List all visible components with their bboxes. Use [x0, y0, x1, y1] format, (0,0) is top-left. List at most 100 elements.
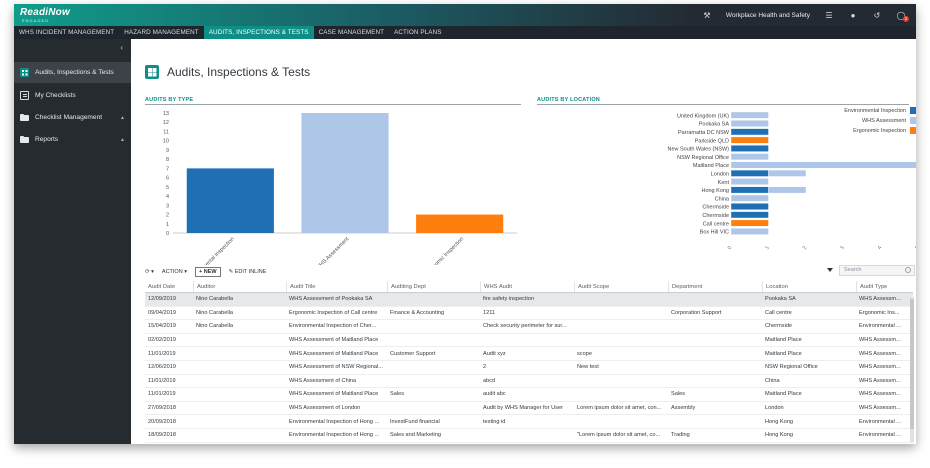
- table-cell: Environmental Inspection of Cher...: [289, 323, 377, 330]
- user-icon[interactable]: ●: [850, 10, 856, 20]
- table-row[interactable]: 12/06/2019 WHS Assessment of NSW Regional…: [145, 361, 913, 375]
- edit-inline-button[interactable]: ✎ EDIT INLINE: [229, 269, 267, 275]
- legend-swatch: [910, 107, 916, 114]
- table-row[interactable]: 27/09/2018 WHS Assessment of London Audit …: [145, 402, 913, 416]
- bar-1: [301, 113, 389, 233]
- menu-icon[interactable]: ☰: [825, 10, 833, 20]
- table-cell: Pookaka SA: [765, 296, 796, 303]
- search-icon: [905, 267, 911, 273]
- bar-segment: [768, 186, 807, 194]
- column-header[interactable]: Audit Type: [856, 281, 913, 292]
- wrench-icon[interactable]: ⚒: [703, 10, 711, 20]
- table-cell: 11/01/2019: [148, 377, 176, 384]
- table-cell: Chermside: [765, 323, 793, 330]
- bar-segment: [730, 194, 769, 202]
- category-label: China: [715, 196, 730, 202]
- page-header: Audits, Inspections & Tests: [145, 65, 310, 79]
- table-row[interactable]: 11/01/2019 WHS Assessment of Maitland Pla…: [145, 388, 913, 402]
- table-cell: WHS Assessm...: [859, 337, 901, 344]
- menu-audits-inspections-tests[interactable]: AUDITS, INSPECTIONS & TESTS: [203, 26, 314, 39]
- table-cell: [193, 361, 286, 374]
- table-cell: WHS Assessment of China: [289, 377, 357, 384]
- column-header[interactable]: Location: [762, 281, 856, 292]
- top-bar: ReadiNow ENGAGED ⚒ Workplace Health and …: [14, 4, 916, 26]
- x-tick-label: 5: [914, 245, 916, 251]
- table-cell: [668, 415, 762, 428]
- new-button[interactable]: + NEW: [194, 266, 221, 277]
- table-cell: Nino Carabella: [196, 296, 234, 303]
- table-cell: Maitland Place: [765, 350, 802, 357]
- table-cell: [668, 320, 762, 333]
- menu-case-management[interactable]: CASE MANAGEMENT: [318, 29, 385, 36]
- list-icon: [20, 91, 29, 100]
- table-cell: WHS Assessm...: [859, 377, 901, 384]
- table-row[interactable]: 20/09/2018 Environmental Inspection of Ho…: [145, 415, 913, 429]
- action-label: ACTION: [161, 268, 183, 275]
- sidebar-item-my-checklists[interactable]: My Checklists: [14, 85, 131, 106]
- sidebar-item-label: Checklist Management: [35, 114, 103, 121]
- column-header[interactable]: Audit Title: [286, 281, 387, 292]
- menu-action-plans[interactable]: ACTION PLANS: [394, 29, 442, 36]
- legend-label: Environmental Inspection: [844, 108, 906, 114]
- scrollbar-thumb[interactable]: [910, 299, 914, 429]
- column-header[interactable]: Auditing Dept: [387, 281, 480, 292]
- x-tick-label: 0: [727, 245, 734, 251]
- category-label: Box Hill VIC: [700, 230, 729, 236]
- bar-segment: [730, 128, 769, 136]
- history-icon[interactable]: ↺: [873, 10, 881, 20]
- table-cell: WHS Assessm...: [859, 350, 901, 357]
- table-row[interactable]: 11/01/2019 WHS Assessment of Maitland Pla…: [145, 347, 913, 361]
- refresh-button[interactable]: ⟳ ▾: [145, 269, 154, 275]
- table-row[interactable]: 09/04/2019 Nino Carabella Ergonomic Inspec…: [145, 307, 913, 321]
- app-logo-subtitle: ENGAGED: [22, 18, 50, 23]
- filter-icon[interactable]: [827, 268, 833, 272]
- column-header[interactable]: Auditor: [193, 281, 286, 292]
- y-tick-label: 9: [166, 148, 169, 154]
- table-scrollbar[interactable]: [910, 297, 914, 442]
- workspace-selector[interactable]: Workplace Health and Safety: [725, 11, 810, 19]
- column-header[interactable]: WHS Audit: [480, 281, 574, 292]
- table-cell: [574, 375, 668, 388]
- sidebar-item-checklist-management[interactable]: Checklist Management ▲: [14, 107, 131, 128]
- bar-2: [416, 214, 504, 233]
- legend-swatch: [910, 117, 916, 124]
- category-label: United Kingdom (UK): [677, 113, 729, 119]
- chevron-down-icon: ▾: [184, 268, 187, 275]
- bar-segment: [730, 153, 769, 161]
- section-divider: [145, 104, 521, 105]
- table-row[interactable]: 15/04/2019 Nino Carabella Environmental In…: [145, 320, 913, 334]
- table-row[interactable]: 18/09/2018 Environmental Inspection of Ho…: [145, 429, 913, 443]
- table-row[interactable]: 12/09/2019 Nino Carabella WHS Assessment o…: [145, 293, 913, 307]
- sidebar-item-reports[interactable]: Reports ▲: [14, 129, 131, 150]
- bar-segment: [730, 145, 769, 152]
- menu-hazard-management[interactable]: HAZARD MANAGEMENT: [124, 29, 199, 36]
- table-row[interactable]: 11/01/2019 WHS Assessment of China abcd Chi…: [145, 375, 913, 389]
- y-tick-label: 13: [163, 111, 169, 117]
- collapse-sidebar-icon[interactable]: ‹: [120, 43, 123, 52]
- sidebar-item-audits[interactable]: Audits, Inspections & Tests: [14, 62, 131, 83]
- table-cell: Environmental ...: [859, 432, 901, 439]
- table-cell: [574, 415, 668, 428]
- table-cell: Sales: [390, 391, 404, 398]
- table-cell: Nino Carabella: [196, 309, 234, 316]
- search-input[interactable]: Search: [839, 265, 915, 276]
- table-cell: 2: [483, 364, 487, 371]
- app-logo[interactable]: ReadiNow: [20, 7, 70, 18]
- table-cell: [387, 320, 480, 333]
- table-cell: [193, 402, 286, 415]
- notifications-icon[interactable]: ◯ 2: [896, 10, 909, 22]
- column-header[interactable]: Audit Scope: [574, 281, 668, 292]
- column-header[interactable]: Department: [668, 281, 762, 292]
- category-label: Chermside: [702, 205, 729, 211]
- table-cell: Audit by WHS Manager for User: [483, 405, 563, 412]
- table-cell: [387, 361, 480, 374]
- column-header[interactable]: Audit Date: [148, 283, 176, 290]
- bar-segment: [730, 219, 769, 227]
- menu-whs-incident-management[interactable]: WHS INCIDENT MANAGEMENT: [19, 29, 115, 36]
- table-cell: "Lorem ipsum dolor sit amet, co...: [577, 432, 661, 439]
- action-menu-button[interactable]: ACTION ▾: [162, 269, 187, 275]
- table-row[interactable]: 02/02/2019 WHS Assessment of Maitland Pla…: [145, 334, 913, 348]
- x-tick-label: WHS Assessment: [315, 236, 351, 265]
- y-tick-label: 10: [163, 139, 169, 145]
- table-cell: New test: [577, 364, 599, 371]
